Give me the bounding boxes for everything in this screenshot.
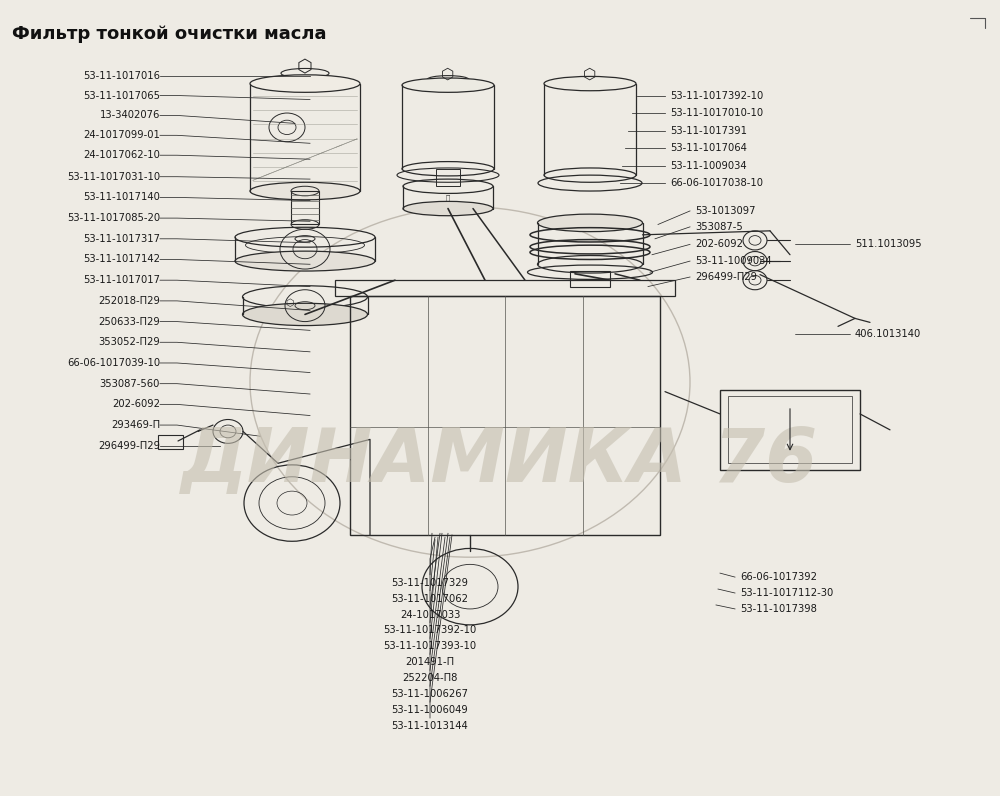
Text: 201491-П: 201491-П	[405, 657, 455, 667]
Bar	[335, 280, 675, 296]
Text: 511.1013095: 511.1013095	[855, 240, 922, 249]
Bar	[570, 271, 610, 287]
Text: 202-6092: 202-6092	[695, 240, 743, 249]
Text: 53-11-1017031-10: 53-11-1017031-10	[67, 172, 160, 181]
Text: 53-11-1017112-30: 53-11-1017112-30	[740, 588, 833, 598]
Text: ⬡: ⬡	[286, 298, 294, 308]
Text: 53-11-1009034: 53-11-1009034	[695, 256, 772, 266]
Text: 53-11-1017391: 53-11-1017391	[670, 126, 747, 135]
Text: 53-11-1017140: 53-11-1017140	[83, 193, 160, 202]
Text: 53-11-1017062: 53-11-1017062	[392, 594, 468, 603]
Text: 53-11-1009034: 53-11-1009034	[670, 161, 747, 170]
Ellipse shape	[235, 251, 375, 271]
Text: 53-11-1017064: 53-11-1017064	[670, 143, 747, 153]
Text: 250633-П29: 250633-П29	[98, 317, 160, 326]
Text: 353087-5: 353087-5	[695, 222, 743, 232]
Text: 53-11-1017016: 53-11-1017016	[83, 71, 160, 80]
Text: 66-06-1017039-10: 66-06-1017039-10	[67, 358, 160, 368]
Text: ⬡: ⬡	[297, 59, 313, 76]
Text: ⬡: ⬡	[441, 67, 455, 81]
Text: 53-11-1017329: 53-11-1017329	[392, 578, 468, 587]
Ellipse shape	[250, 182, 360, 200]
Text: ⬛: ⬛	[446, 194, 450, 201]
Text: 53-11-1017065: 53-11-1017065	[83, 91, 160, 100]
Text: 13-3402076: 13-3402076	[100, 111, 160, 120]
Bar	[720, 390, 860, 470]
Text: 53-11-1006267: 53-11-1006267	[392, 689, 468, 699]
Text: 353052-П29: 353052-П29	[98, 338, 160, 347]
Text: 53-11-1017392-10: 53-11-1017392-10	[670, 91, 763, 100]
Text: 66-06-1017392: 66-06-1017392	[740, 572, 817, 582]
Bar	[158, 435, 183, 449]
Text: 53-11-1017142: 53-11-1017142	[83, 255, 160, 264]
Ellipse shape	[403, 201, 493, 216]
Text: 296499-П29: 296499-П29	[98, 441, 160, 451]
Text: 53-11-1017317: 53-11-1017317	[83, 234, 160, 244]
Ellipse shape	[544, 76, 636, 91]
Text: 252204-П8: 252204-П8	[402, 673, 458, 683]
Text: 53-11-1017392-10: 53-11-1017392-10	[383, 626, 477, 635]
Text: ⬡: ⬡	[583, 67, 597, 81]
Bar	[436, 169, 460, 186]
Text: 252018-П29: 252018-П29	[98, 296, 160, 306]
Text: 24-1017062-10: 24-1017062-10	[83, 150, 160, 160]
Text: 53-11-1017393-10: 53-11-1017393-10	[383, 642, 477, 651]
Text: 24-1017099-01: 24-1017099-01	[83, 131, 160, 140]
Text: 406.1013140: 406.1013140	[855, 330, 921, 339]
Bar	[350, 296, 660, 535]
Text: 66-06-1017038-10: 66-06-1017038-10	[670, 178, 763, 188]
Text: 53-11-1006049: 53-11-1006049	[392, 705, 468, 715]
Text: 53-11-1017398: 53-11-1017398	[740, 604, 817, 614]
Ellipse shape	[538, 214, 642, 232]
Text: 353087-560: 353087-560	[100, 379, 160, 388]
Text: 53-1013097: 53-1013097	[695, 206, 756, 216]
Text: 202-6092: 202-6092	[112, 400, 160, 409]
Text: 24-1017033: 24-1017033	[400, 610, 460, 619]
Text: 53-11-1017017: 53-11-1017017	[83, 275, 160, 285]
Text: Фильтр тонкой очистки масла: Фильтр тонкой очистки масла	[12, 25, 326, 44]
Text: 53-11-1013144: 53-11-1013144	[392, 721, 468, 731]
Text: 296499-П29: 296499-П29	[695, 272, 757, 282]
Ellipse shape	[402, 78, 494, 92]
Text: 53-11-1017010-10: 53-11-1017010-10	[670, 108, 763, 118]
Ellipse shape	[242, 303, 368, 326]
Text: ДИНАМИКА 76: ДИНАМИКА 76	[181, 425, 819, 498]
Ellipse shape	[250, 75, 360, 92]
Bar	[728, 396, 852, 463]
Text: 53-11-1017085-20: 53-11-1017085-20	[67, 213, 160, 223]
Bar	[291, 191, 319, 224]
Text: 293469-П: 293469-П	[111, 420, 160, 430]
